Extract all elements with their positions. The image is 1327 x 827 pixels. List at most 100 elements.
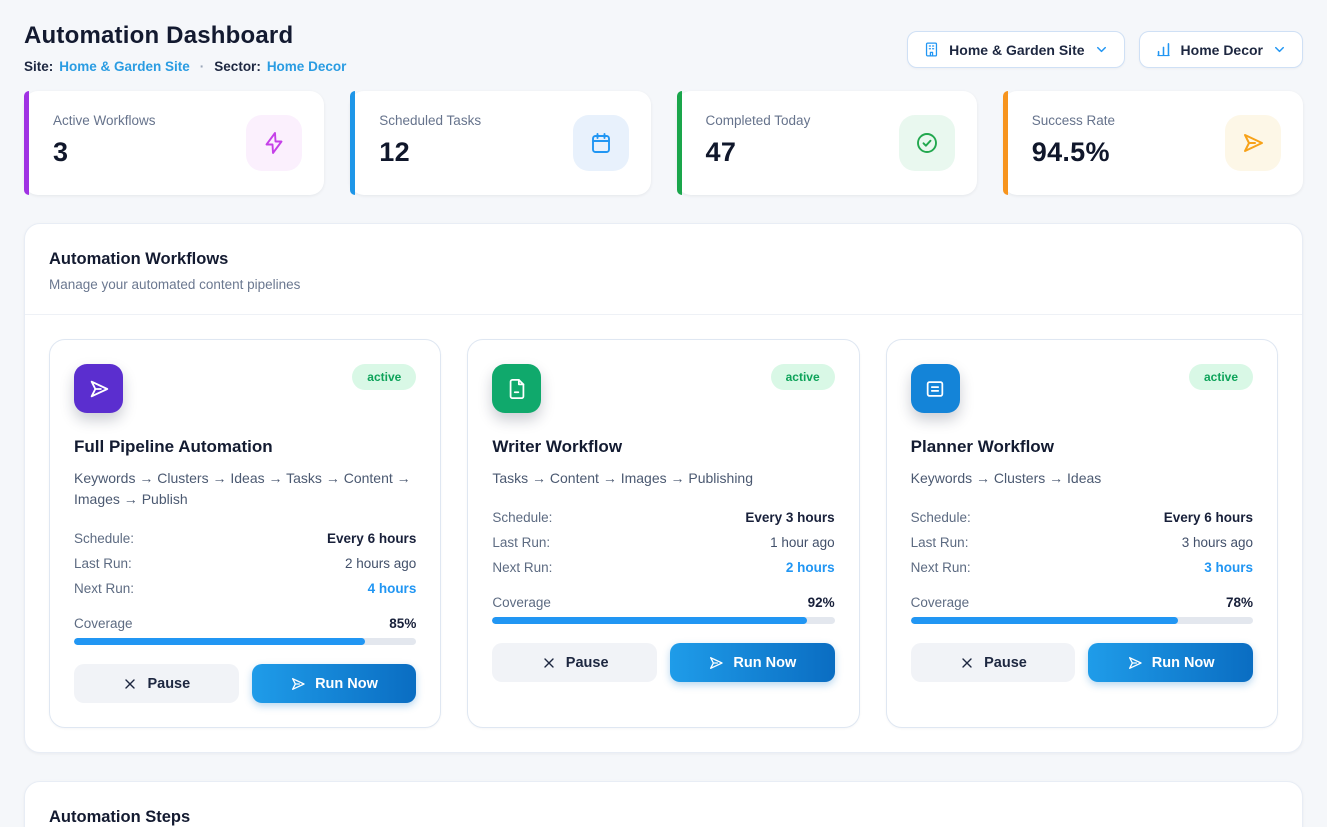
send-icon <box>710 656 724 669</box>
next-run-label: Next Run: <box>492 560 553 575</box>
stat-value: 47 <box>705 137 737 167</box>
coverage-block: Coverage 92% <box>492 592 835 624</box>
sector-selector-label: Home Decor <box>1180 41 1263 58</box>
list-box-icon <box>910 364 960 413</box>
site-selector-dropdown[interactable]: Home & Garden Site <box>907 31 1125 68</box>
x-icon <box>125 678 136 689</box>
next-run-value: 3 hours <box>1204 560 1253 575</box>
workflow-pipeline: Keywords → Clusters → Ideas → Tasks → Co… <box>74 470 411 507</box>
page-header: Automation Dashboard Site: Home & Garden… <box>24 22 1303 74</box>
last-run-label: Last Run: <box>910 535 969 550</box>
stat-label: Completed Today <box>705 113 811 128</box>
stat-value: 12 <box>379 137 410 167</box>
coverage-progress-fill <box>492 617 808 624</box>
coverage-value: 78% <box>1225 595 1253 610</box>
stat-accent-bar <box>350 91 356 195</box>
check-circle-icon <box>898 115 955 171</box>
pause-button[interactable]: Pause <box>74 664 239 703</box>
workflow-card-top: active <box>492 364 835 413</box>
coverage-value: 85% <box>389 616 417 631</box>
chevron-down-icon <box>1096 46 1106 53</box>
x-icon <box>962 657 972 668</box>
bar-chart-icon <box>1156 43 1170 57</box>
coverage-progress-fill <box>74 638 365 645</box>
next-run-label: Next Run: <box>74 581 135 596</box>
workflows-section-title: Automation Workflows <box>49 250 229 268</box>
schedule-label: Schedule: <box>74 531 135 546</box>
stat-accent-bar <box>1002 91 1008 195</box>
workflow-grid: active Full Pipeline Automation Keywords… <box>49 339 1278 728</box>
coverage-progress-track <box>910 617 1253 624</box>
next-run-value: 2 hours <box>785 560 835 575</box>
stat-label: Success Rate <box>1031 113 1116 128</box>
run-now-button[interactable]: Run Now <box>669 643 835 682</box>
run-now-button[interactable]: Run Now <box>251 664 417 703</box>
workflow-title: Planner Workflow <box>910 437 1054 456</box>
pause-button-label: Pause <box>147 675 191 692</box>
sector-selector-dropdown[interactable]: Home Decor <box>1138 31 1303 68</box>
workflow-meta: Schedule: Every 6 hours Last Run: 2 hours … <box>74 526 416 601</box>
workflow-title: Full Pipeline Automation <box>74 437 273 456</box>
site-label: Site: <box>24 59 54 74</box>
status-badge: active <box>352 364 417 390</box>
stat-label: Scheduled Tasks <box>379 113 482 128</box>
stat-accent-bar <box>676 91 682 195</box>
run-now-button-label: Run Now <box>315 675 378 692</box>
workflow-actions: Pause Run Now <box>492 643 835 682</box>
stat-accent-bar <box>24 91 29 195</box>
x-icon <box>544 657 554 668</box>
workflow-actions: Pause Run Now <box>74 664 417 703</box>
calendar-icon <box>572 115 629 171</box>
page-title: Automation Dashboard <box>24 22 294 49</box>
site-selector-label: Home & Garden Site <box>949 41 1085 58</box>
coverage-block: Coverage 78% <box>910 592 1253 624</box>
run-now-button-label: Run Now <box>733 654 797 671</box>
coverage-label: Coverage <box>74 616 133 631</box>
send-icon <box>292 677 305 690</box>
schedule-label: Schedule: <box>910 510 971 525</box>
workflow-title: Writer Workflow <box>492 437 623 456</box>
run-now-button[interactable]: Run Now <box>1088 643 1253 682</box>
file-text-icon <box>492 364 542 413</box>
coverage-progress-track <box>74 638 417 645</box>
workflow-card-full-pipeline: active Full Pipeline Automation Keywords… <box>49 339 442 728</box>
automation-steps-section: Automation Steps Configure which steps a… <box>24 781 1303 827</box>
workflow-meta: Schedule: Every 3 hours Last Run: 1 hour a… <box>492 505 834 580</box>
pause-button[interactable]: Pause <box>910 643 1076 682</box>
workflows-section-header: Automation Workflows Manage your automat… <box>25 224 1302 315</box>
workflow-card-writer: active Writer Workflow Tasks → Content →… <box>467 339 860 728</box>
next-run-value: 4 hours <box>367 581 417 596</box>
stat-card-scheduled-tasks: Scheduled Tasks 12 <box>350 91 651 195</box>
sector-link[interactable]: Home Decor <box>266 59 347 74</box>
automation-workflows-section: Automation Workflows Manage your automat… <box>24 223 1303 753</box>
header-controls: Home & Garden Site Home Decor <box>907 31 1303 68</box>
last-run-value: 2 hours ago <box>345 556 417 571</box>
workflow-card-top: active <box>74 364 417 413</box>
dot-separator: · <box>199 59 205 74</box>
header-left: Automation Dashboard Site: Home & Garden… <box>24 22 346 74</box>
steps-section-title: Automation Steps <box>49 808 191 826</box>
status-badge: active <box>770 364 835 390</box>
workflow-card-top: active <box>910 364 1253 413</box>
stat-value: 3 <box>53 137 69 167</box>
stat-card-completed-today: Completed Today 47 <box>676 91 977 195</box>
workflow-meta: Schedule: Every 6 hours Last Run: 3 hours … <box>911 505 1253 580</box>
status-badge: active <box>1188 364 1253 390</box>
lightning-icon <box>246 115 303 171</box>
send-icon <box>1225 115 1281 171</box>
last-run-label: Last Run: <box>74 556 132 571</box>
coverage-label: Coverage <box>910 595 970 610</box>
pause-button-label: Pause <box>565 654 609 671</box>
pause-button[interactable]: Pause <box>492 643 657 682</box>
stat-label: Active Workflows <box>53 113 156 128</box>
sector-label: Sector: <box>214 59 261 74</box>
breadcrumb: Site: Home & Garden Site · Sector: Home … <box>24 59 346 74</box>
coverage-progress-track <box>492 617 835 624</box>
schedule-value: Every 6 hours <box>1163 510 1253 525</box>
send-icon <box>74 364 123 413</box>
site-link[interactable]: Home & Garden Site <box>59 59 190 74</box>
workflow-card-planner: active Planner Workflow Keywords → Clust… <box>885 339 1278 728</box>
run-now-button-label: Run Now <box>1151 654 1215 671</box>
stat-card-success-rate: Success Rate 94.5% <box>1002 91 1303 195</box>
